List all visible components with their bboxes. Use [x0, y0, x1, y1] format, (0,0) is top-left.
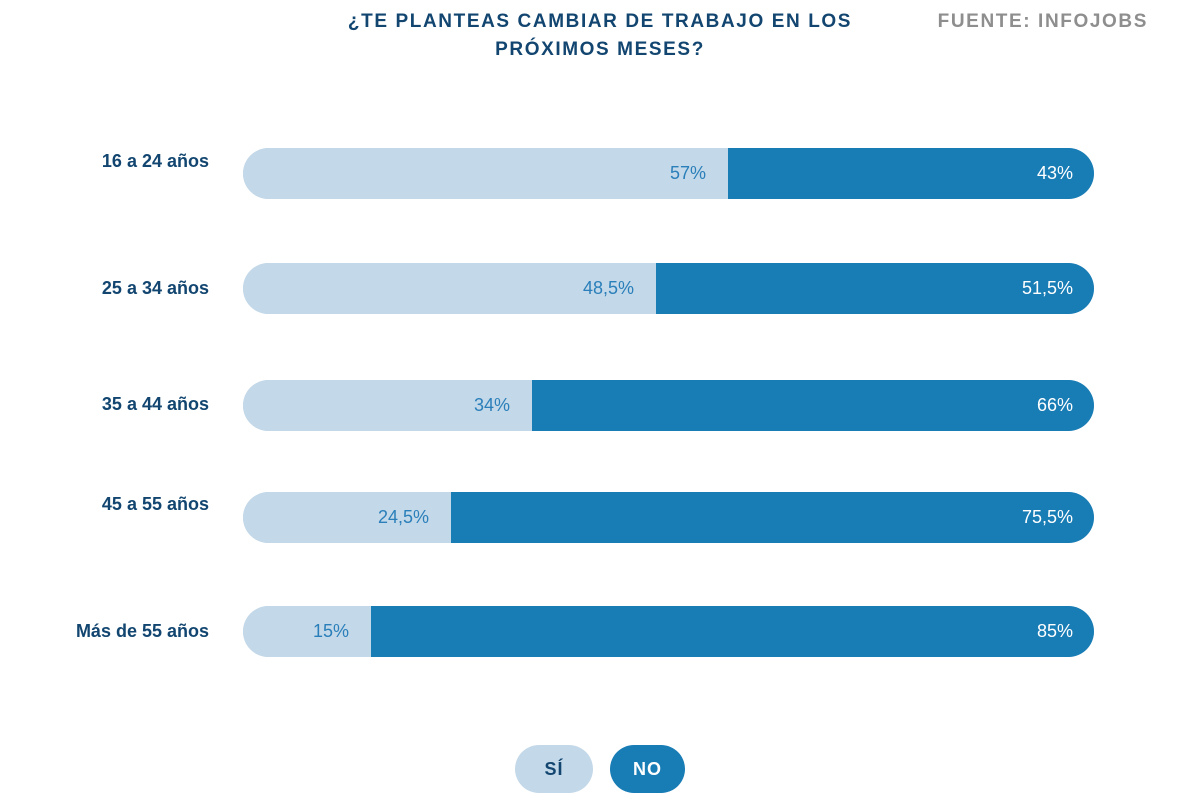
bar-segment-yes: [243, 263, 656, 314]
data-label-yes: 57%: [669, 163, 706, 183]
data-label-no: 43%: [1036, 163, 1073, 183]
row-label: 45 a 55 años: [101, 494, 209, 514]
data-label-yes: 48,5%: [582, 278, 634, 298]
legend-no[interactable]: NO: [610, 745, 685, 793]
legend-yes[interactable]: SÍ: [515, 745, 593, 793]
data-label-yes: 34%: [473, 395, 510, 415]
bar-segment-yes: [243, 492, 451, 543]
chart-title-line-1: ¿TE PLANTEAS CAMBIAR DE TRABAJO EN LOS: [347, 11, 853, 32]
bar-row: 34% 66%: [243, 380, 1094, 431]
chart-title-line-2: PRÓXIMOS MESES?: [495, 39, 705, 60]
row-label: 16 a 24 años: [101, 151, 209, 171]
bar-segment-no: [728, 148, 1094, 199]
bar-segment-no: [371, 606, 1094, 657]
data-label-no: 66%: [1036, 395, 1073, 415]
source-label: FUENTE: INFOJOBS: [937, 11, 1148, 32]
data-label-yes: 24,5%: [377, 507, 429, 527]
data-label-yes: 15%: [312, 621, 349, 641]
bar-segment-yes: [243, 380, 532, 431]
bar-segment-yes: [243, 148, 728, 199]
bar-segment-no: [532, 380, 1094, 431]
row-label: 25 a 34 años: [101, 278, 209, 298]
data-label-no: 51,5%: [1021, 278, 1073, 298]
bar-row: 57% 43%: [243, 148, 1094, 199]
data-label-no: 75,5%: [1021, 507, 1073, 527]
row-label: 35 a 44 años: [101, 394, 209, 414]
bar-segment-no: [451, 492, 1094, 543]
row-label: Más de 55 años: [75, 621, 209, 641]
bar-row: 48,5% 51,5%: [243, 263, 1094, 314]
bar-segment-yes: [243, 606, 371, 657]
data-label-no: 85%: [1036, 621, 1073, 641]
bar-row: 15% 85%: [243, 606, 1094, 657]
chart-title: ¿TE PLANTEAS CAMBIAR DE TRABAJO EN LOS P…: [300, 8, 900, 64]
bar-segment-no: [656, 263, 1094, 314]
bar-row: 24,5% 75,5%: [243, 492, 1094, 543]
